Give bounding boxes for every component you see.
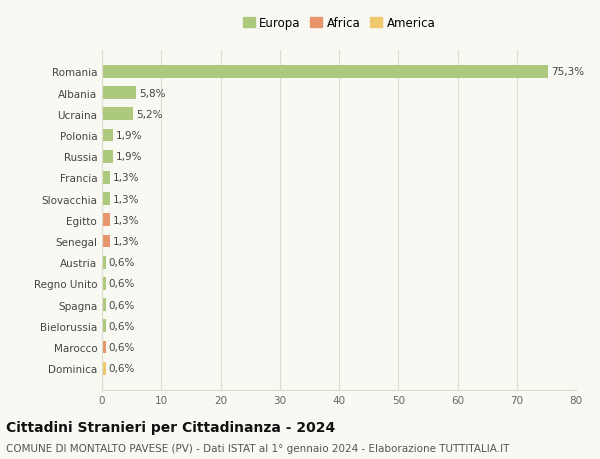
- Bar: [102, 256, 106, 269]
- Bar: [102, 298, 106, 311]
- Bar: [102, 66, 548, 78]
- Text: 1,9%: 1,9%: [116, 131, 143, 141]
- Text: 1,3%: 1,3%: [113, 194, 139, 204]
- Text: 0,6%: 0,6%: [109, 300, 135, 310]
- Text: 0,6%: 0,6%: [109, 342, 135, 352]
- Bar: [102, 320, 106, 332]
- Text: 1,3%: 1,3%: [113, 236, 139, 246]
- Bar: [102, 151, 113, 163]
- Text: 1,9%: 1,9%: [116, 152, 143, 162]
- Text: Cittadini Stranieri per Cittadinanza - 2024: Cittadini Stranieri per Cittadinanza - 2…: [6, 420, 335, 434]
- Legend: Europa, Africa, America: Europa, Africa, America: [238, 12, 440, 34]
- Bar: [102, 235, 110, 248]
- Bar: [102, 362, 106, 375]
- Bar: [102, 341, 106, 353]
- Text: 1,3%: 1,3%: [113, 173, 139, 183]
- Text: 0,6%: 0,6%: [109, 257, 135, 268]
- Bar: [102, 87, 136, 100]
- Text: 0,6%: 0,6%: [109, 321, 135, 331]
- Text: 75,3%: 75,3%: [551, 67, 584, 77]
- Bar: [102, 108, 133, 121]
- Text: 5,2%: 5,2%: [136, 110, 162, 119]
- Bar: [102, 277, 106, 290]
- Bar: [102, 214, 110, 227]
- Text: COMUNE DI MONTALTO PAVESE (PV) - Dati ISTAT al 1° gennaio 2024 - Elaborazione TU: COMUNE DI MONTALTO PAVESE (PV) - Dati IS…: [6, 443, 509, 453]
- Bar: [102, 172, 110, 185]
- Text: 0,6%: 0,6%: [109, 364, 135, 373]
- Text: 5,8%: 5,8%: [139, 89, 166, 98]
- Text: 0,6%: 0,6%: [109, 279, 135, 289]
- Bar: [102, 129, 113, 142]
- Text: 1,3%: 1,3%: [113, 215, 139, 225]
- Bar: [102, 193, 110, 206]
